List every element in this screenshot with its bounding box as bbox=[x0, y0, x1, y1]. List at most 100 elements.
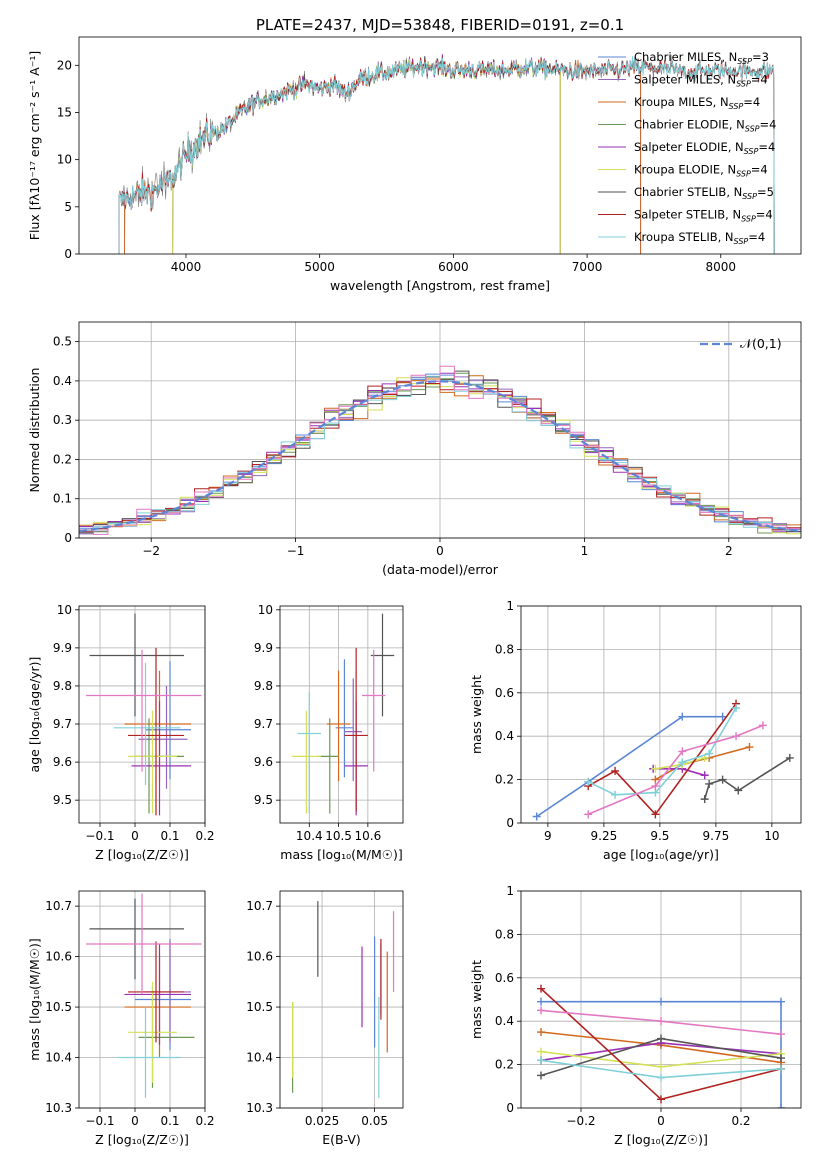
y-tick-label: 0 bbox=[64, 531, 72, 545]
y-tick-label: 0.4 bbox=[495, 1014, 514, 1028]
mass-weight-marker bbox=[537, 984, 545, 993]
weights-vs-Z-panel: −0.2 0 0.2 0 0.2 0.4 0.6 0.8 1 Z [log₁₀(Z/Z☉)] mas… bbox=[469, 884, 802, 1147]
mass-weight-marker bbox=[734, 786, 743, 795]
mass-weight-marker bbox=[678, 712, 687, 721]
x-axis-label: Z [log₁₀(Z/Z☉)] bbox=[95, 847, 189, 862]
y-tick-label: 9.5 bbox=[53, 793, 72, 807]
age-vs-mass-panel: 10.4 10.5 10.6 9.5 9.6 9.7 9.8 9.9 10 mass [log₁₀… bbox=[254, 603, 404, 862]
mass-weight-marker bbox=[732, 703, 741, 712]
mass-weight-marker bbox=[657, 1095, 665, 1104]
spectrum-plot-area bbox=[118, 54, 775, 254]
y-tick-label: 10.7 bbox=[45, 899, 72, 913]
x-tick-label: 0.1 bbox=[160, 829, 179, 843]
spectrum-panel: 4000 5000 6000 7000 8000 0 5 10 15 20 wavelength [… bbox=[27, 36, 802, 293]
x-tick-label: 9.25 bbox=[591, 829, 618, 843]
mass-weight-line bbox=[653, 768, 705, 777]
mass-weight-marker bbox=[537, 1028, 545, 1037]
model-spectrum-line bbox=[124, 56, 642, 254]
y-tick-label: 0.2 bbox=[495, 773, 514, 787]
y-tick-label: 20 bbox=[57, 58, 72, 72]
mass-weight-marker bbox=[537, 1006, 545, 1015]
y-axis-label: mass weight bbox=[469, 960, 484, 1039]
mass-weight-marker bbox=[532, 812, 541, 821]
x-axis-label: (data-model)/error bbox=[382, 562, 499, 577]
x-axis-label: wavelength [Angstrom, rest frame] bbox=[330, 278, 550, 293]
mass-weight-marker bbox=[777, 1064, 785, 1073]
x-tick-label: 9 bbox=[544, 829, 552, 843]
y-tick-label: 5 bbox=[64, 200, 72, 214]
y-tick-label: 9.6 bbox=[254, 755, 273, 769]
y-tick-label: 10.4 bbox=[45, 1051, 72, 1065]
x-tick-label: −0.1 bbox=[85, 829, 114, 843]
axes-frame bbox=[78, 321, 802, 539]
y-tick-label: 9.8 bbox=[53, 679, 72, 693]
mass-weight-marker bbox=[657, 1062, 665, 1071]
mass-weight-marker bbox=[657, 997, 665, 1006]
y-tick-label: 0 bbox=[64, 247, 72, 261]
mass-vs-ebv-panel: 0.025 0.05 10.3 10.4 10.5 10.6 10.7 E(B-V) bbox=[246, 890, 404, 1147]
axes-frame bbox=[520, 890, 802, 1109]
mass-weight-marker bbox=[785, 753, 794, 762]
gaussian-reference-line bbox=[79, 380, 801, 533]
y-tick-label: 9.6 bbox=[53, 755, 72, 769]
y-tick-label: 9.9 bbox=[254, 641, 273, 655]
axes-frame bbox=[78, 36, 802, 255]
x-tick-label: 10.6 bbox=[354, 829, 381, 843]
mass-weight-marker bbox=[537, 1071, 545, 1080]
legend-entry: Chabrier STELIB, NSSP=5 bbox=[634, 185, 774, 201]
legend-entry: 𝒩(0,1) bbox=[740, 336, 782, 351]
mass-weight-marker bbox=[777, 1054, 785, 1063]
legend-entry: Kroupa MILES, NSSP=4 bbox=[634, 95, 760, 111]
mass-weight-marker bbox=[611, 790, 620, 799]
mass-weight-line bbox=[587, 707, 737, 796]
model-spectrum-line bbox=[118, 56, 775, 254]
y-tick-label: 0.3 bbox=[53, 413, 72, 427]
mass-weight-marker bbox=[745, 743, 754, 752]
axes-frame bbox=[78, 605, 206, 824]
x-axis-label: mass [log₁₀(M/M☉)] bbox=[280, 847, 402, 862]
mass-weight-marker bbox=[758, 721, 767, 730]
x-tick-label: 0.2 bbox=[195, 1114, 214, 1128]
y-tick-label: 0.8 bbox=[495, 927, 514, 941]
residual-histogram-plot-area bbox=[79, 365, 801, 538]
x-tick-label: 1 bbox=[581, 544, 589, 558]
y-tick-label: 1 bbox=[506, 599, 514, 613]
x-tick-label: 9.75 bbox=[703, 829, 730, 843]
y-tick-label: 0.5 bbox=[53, 335, 72, 349]
mass-weight-line bbox=[587, 703, 737, 816]
axes-frame bbox=[279, 605, 404, 824]
mass-vs-Z-plot-area bbox=[86, 893, 202, 1098]
x-tick-label: 0.1 bbox=[160, 1114, 179, 1128]
y-tick-label: 0 bbox=[506, 816, 514, 830]
mass-weight-line bbox=[536, 715, 723, 818]
x-tick-label: 10.4 bbox=[296, 829, 323, 843]
x-tick-label: −0.1 bbox=[85, 1114, 114, 1128]
mass-weight-marker bbox=[732, 732, 741, 741]
model-spectrum-line bbox=[172, 58, 561, 254]
model-spectrum-line bbox=[124, 57, 642, 254]
y-tick-label: 9.8 bbox=[254, 679, 273, 693]
legend-entry: Kroupa ELODIE, NSSP=4 bbox=[634, 163, 768, 179]
age-vs-mass-plot-area bbox=[291, 613, 395, 816]
x-axis-label: E(B-V) bbox=[322, 1132, 361, 1147]
mass-weight-marker bbox=[537, 1056, 545, 1065]
x-tick-label: −1 bbox=[287, 544, 305, 558]
model-spectrum-line bbox=[124, 57, 642, 254]
x-tick-label: 2 bbox=[725, 544, 733, 558]
axes-frame bbox=[520, 605, 802, 824]
mass-weight-marker bbox=[777, 997, 785, 1006]
mass-weight-marker bbox=[611, 766, 620, 775]
y-tick-label: 0.4 bbox=[53, 374, 72, 388]
x-tick-label: 0 bbox=[131, 829, 139, 843]
y-tick-label: 10.6 bbox=[45, 950, 72, 964]
residual-histogram-line bbox=[79, 365, 801, 538]
mass-weight-line bbox=[655, 757, 705, 770]
x-axis-label: Z [log₁₀(Z/Z☉)] bbox=[95, 1132, 189, 1147]
x-axis-label: age [log₁₀(age/yr)] bbox=[603, 847, 719, 862]
mass-weight-marker bbox=[777, 1030, 785, 1039]
weights-vs-age-plot-area bbox=[532, 699, 794, 821]
x-tick-label: 0.025 bbox=[305, 1114, 339, 1128]
mass-weight-marker bbox=[700, 795, 709, 804]
weights-vs-Z-plot-area bbox=[537, 984, 785, 1108]
mass-weight-marker bbox=[700, 771, 709, 780]
